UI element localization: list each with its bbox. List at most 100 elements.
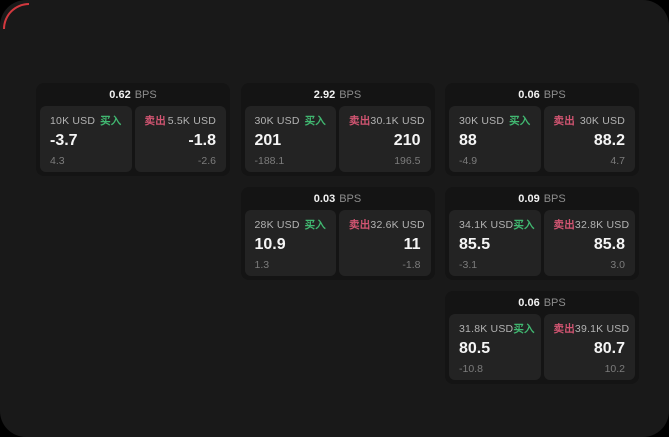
bps-value: 0.06 <box>518 296 540 309</box>
sell-delta: 196.5 <box>394 155 421 167</box>
quote-card[interactable]: 0.06 BPS 31.8K USD 买入 80.5 -10.8 卖出 39.1… <box>445 291 639 384</box>
buy-delta: -10.8 <box>459 363 483 375</box>
sell-tag: 卖出 <box>349 115 371 127</box>
sell-label-row: 卖出 32.8K USD <box>553 217 630 232</box>
buy-tag: 买入 <box>513 219 535 231</box>
quote-card-header: 0.09 BPS <box>449 187 635 210</box>
buy-amount: 31.8K USD <box>459 322 514 335</box>
buy-panel[interactable]: 31.8K USD 买入 80.5 -10.8 <box>449 314 541 380</box>
sell-delta: -1.8 <box>402 259 421 271</box>
buy-tag: 买入 <box>509 115 531 127</box>
quote-card-header: 0.06 BPS <box>449 83 635 106</box>
sell-delta: 10.2 <box>604 363 625 375</box>
bps-value: 0.62 <box>109 88 131 101</box>
bps-value: 0.06 <box>518 88 540 101</box>
sell-label-row: 卖出 30.1K USD <box>349 113 425 128</box>
bps-unit-label: BPS <box>339 192 362 205</box>
buy-panel[interactable]: 30K USD 买入 201 -188.1 <box>244 106 336 172</box>
quote-card[interactable]: 2.92 BPS 30K USD 买入 201 -188.1 卖出 30.1K … <box>240 83 435 176</box>
bps-value: 0.03 <box>313 192 336 205</box>
buy-label-row: 30K USD 买入 <box>255 113 327 128</box>
bps-value: 2.92 <box>313 88 336 101</box>
sell-price: 85.8 <box>593 236 625 253</box>
quote-panels: 10K USD 买入 -3.7 4.3 卖出 5.5K USD -1.8 -2.… <box>40 106 226 172</box>
quote-card-header: 0.03 BPS <box>245 187 431 210</box>
buy-tag: 买入 <box>304 219 326 231</box>
bps-unit-label: BPS <box>543 192 566 205</box>
quote-panels: 28K USD 买入 10.9 1.3 卖出 32.6K USD 11 -1.8 <box>244 210 431 276</box>
bps-unit-label: BPS <box>543 296 566 309</box>
sell-label-row: 卖出 30K USD <box>554 113 626 128</box>
sell-price: 210 <box>393 132 421 149</box>
quote-card-header: 2.92 BPS <box>245 83 431 106</box>
quote-card-header: 0.06 BPS <box>449 291 635 314</box>
buy-tag: 买入 <box>304 115 326 127</box>
buy-label-row: 28K USD 买入 <box>255 217 327 232</box>
buy-amount: 34.1K USD <box>459 218 514 231</box>
buy-amount: 30K USD <box>254 114 300 127</box>
quote-panels: 34.1K USD 买入 85.5 -3.1 卖出 32.8K USD 85.8… <box>449 210 635 276</box>
bps-unit-label: BPS <box>543 88 566 101</box>
sell-label-row: 卖出 32.6K USD <box>349 217 425 232</box>
sell-label-row: 卖出 5.5K USD <box>145 113 217 128</box>
sell-tag: 卖出 <box>553 219 575 231</box>
buy-price: -3.7 <box>50 132 78 149</box>
buy-price: 10.9 <box>254 236 286 253</box>
buy-price: 201 <box>254 132 282 149</box>
quote-panels: 30K USD 买入 88 -4.9 卖出 30K USD 88.2 4.7 <box>449 106 635 172</box>
sell-price: -1.8 <box>188 132 216 149</box>
sell-delta: -2.6 <box>197 155 216 167</box>
sell-label-row: 卖出 39.1K USD <box>553 321 630 336</box>
buy-label-row: 10K USD 买入 <box>50 113 122 128</box>
buy-delta: 1.3 <box>254 259 270 271</box>
sell-panel[interactable]: 卖出 30K USD 88.2 4.7 <box>543 106 635 172</box>
buy-tag: 买入 <box>513 323 535 335</box>
sell-panel[interactable]: 卖出 39.1K USD 80.7 10.2 <box>543 314 635 380</box>
sell-panel[interactable]: 卖出 5.5K USD -1.8 -2.6 <box>134 106 226 172</box>
sell-delta: 4.7 <box>610 155 625 167</box>
buy-price: 88 <box>459 132 477 149</box>
sell-amount: 30K USD <box>579 114 625 127</box>
quote-card-header: 0.62 BPS <box>40 83 226 106</box>
buy-label-row: 34.1K USD 买入 <box>459 217 535 232</box>
sell-amount: 5.5K USD <box>167 114 216 127</box>
buy-delta: -188.1 <box>254 155 285 167</box>
sell-amount: 30.1K USD <box>370 114 425 127</box>
buy-amount: 10K USD <box>50 114 96 127</box>
buy-label-row: 30K USD 买入 <box>459 113 531 128</box>
buy-delta: 4.3 <box>50 155 65 167</box>
buy-amount: 30K USD <box>459 114 505 127</box>
sell-panel[interactable]: 卖出 30.1K USD 210 196.5 <box>339 106 431 172</box>
sell-panel[interactable]: 卖出 32.8K USD 85.8 3.0 <box>543 210 635 276</box>
quote-card[interactable]: 0.09 BPS 34.1K USD 买入 85.5 -3.1 卖出 32.8K… <box>445 187 639 280</box>
buy-panel[interactable]: 30K USD 买入 88 -4.9 <box>449 106 541 172</box>
bps-unit-label: BPS <box>134 88 157 101</box>
buy-panel[interactable]: 10K USD 买入 -3.7 4.3 <box>40 106 132 172</box>
buy-price: 80.5 <box>459 340 491 357</box>
buy-label-row: 31.8K USD 买入 <box>459 321 535 336</box>
corner-accent-arc <box>3 3 29 29</box>
sell-price: 11 <box>403 236 421 253</box>
buy-panel[interactable]: 28K USD 买入 10.9 1.3 <box>244 210 336 276</box>
bps-unit-label: BPS <box>339 88 362 101</box>
sell-tag: 卖出 <box>144 115 166 127</box>
buy-panel[interactable]: 34.1K USD 买入 85.5 -3.1 <box>449 210 541 276</box>
quote-panels: 30K USD 买入 201 -188.1 卖出 30.1K USD 210 1… <box>244 106 431 172</box>
sell-tag: 卖出 <box>553 323 575 335</box>
buy-delta: -4.9 <box>459 155 478 167</box>
sell-panel[interactable]: 卖出 32.6K USD 11 -1.8 <box>339 210 431 276</box>
bps-value: 0.09 <box>518 192 540 205</box>
buy-amount: 28K USD <box>254 218 300 231</box>
quote-panels: 31.8K USD 买入 80.5 -10.8 卖出 39.1K USD 80.… <box>449 314 635 380</box>
sell-amount: 32.8K USD <box>574 218 630 231</box>
cards-grid: 0.62 BPS 10K USD 买入 -3.7 4.3 卖出 5.5K USD… <box>36 83 639 384</box>
sell-amount: 32.6K USD <box>370 218 425 231</box>
sell-tag: 卖出 <box>553 115 575 127</box>
quote-card[interactable]: 0.03 BPS 28K USD 买入 10.9 1.3 卖出 32.6K US… <box>240 187 435 280</box>
quote-card[interactable]: 0.62 BPS 10K USD 买入 -3.7 4.3 卖出 5.5K USD… <box>36 83 230 176</box>
buy-tag: 买入 <box>100 115 122 127</box>
quote-card[interactable]: 0.06 BPS 30K USD 买入 88 -4.9 卖出 30K USD 8… <box>445 83 639 176</box>
sell-tag: 卖出 <box>349 219 371 231</box>
